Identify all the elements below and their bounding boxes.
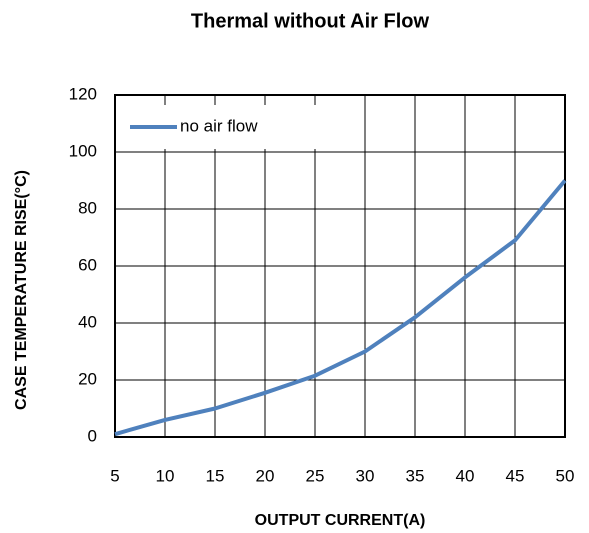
legend-label: no air flow (180, 116, 258, 135)
x-axis-label: OUTPUT CURRENT(A) (255, 512, 426, 529)
plot-border (114, 94, 566, 438)
chart-title: Thermal without Air Flow (191, 10, 430, 32)
x-tick-label: 50 (556, 466, 575, 485)
y-axis-label: CASE TEMPERATURE RISE(°C) (13, 170, 30, 410)
x-tick-label: 45 (506, 466, 525, 485)
x-tick-label: 10 (156, 466, 175, 485)
y-tick-label: 0 (88, 426, 97, 445)
x-tick-label: 5 (110, 466, 119, 485)
x-tick-label: 40 (456, 466, 475, 485)
y-tick-label: 80 (78, 198, 97, 217)
y-tick-label: 60 (78, 255, 97, 274)
y-tick-label: 120 (69, 84, 97, 103)
data-line (114, 179, 567, 437)
y-tick-label: 100 (69, 141, 97, 160)
x-tick-label: 30 (356, 466, 375, 485)
y-tick-label: 20 (78, 369, 97, 388)
x-tick-label: 15 (206, 466, 225, 485)
x-tick-label: 35 (406, 466, 425, 485)
x-tick-label: 25 (306, 466, 325, 485)
y-tick-label: 40 (78, 312, 97, 331)
x-tick-label: 20 (256, 466, 275, 485)
